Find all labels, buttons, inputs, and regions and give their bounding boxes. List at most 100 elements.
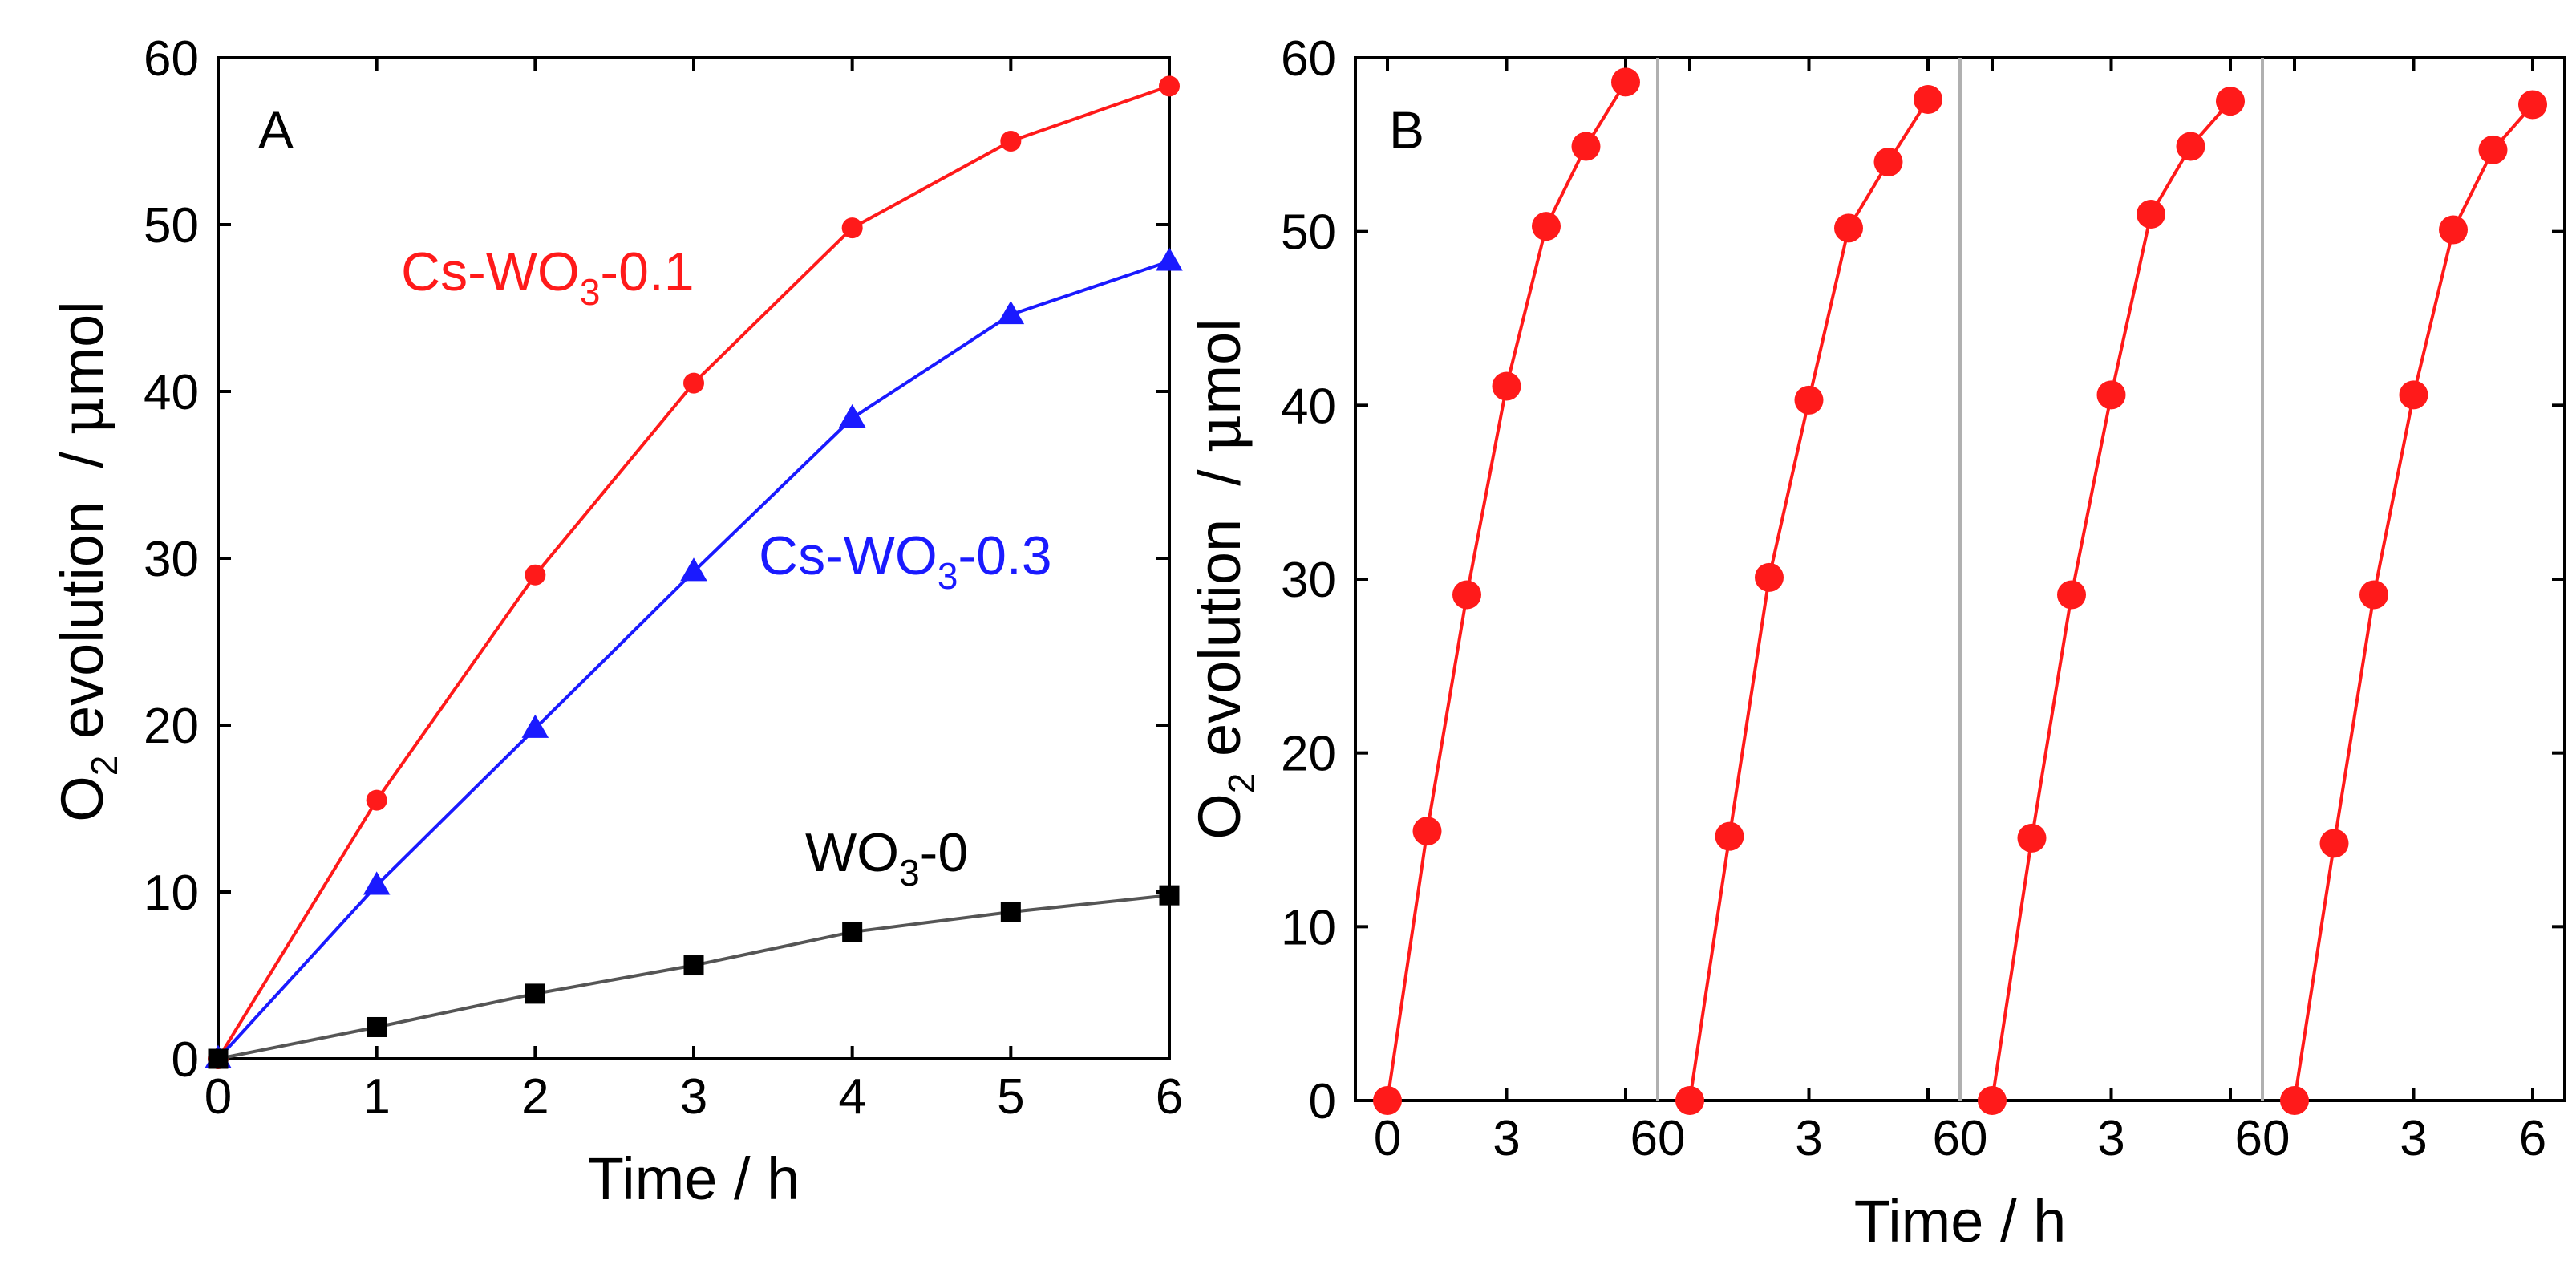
data-point bbox=[1873, 148, 1903, 176]
cycle-3 bbox=[1978, 87, 2245, 1115]
data-point bbox=[367, 1016, 387, 1037]
data-point bbox=[683, 955, 704, 976]
cycle-2 bbox=[1675, 85, 1942, 1115]
y-tick-label: 60 bbox=[144, 31, 199, 87]
data-point bbox=[2439, 215, 2468, 245]
cycle-1 bbox=[1373, 67, 1640, 1115]
x-tick-label: 60 bbox=[1630, 1111, 1686, 1166]
cycle-4 bbox=[2280, 90, 2547, 1115]
x-tick-label: 3 bbox=[2400, 1111, 2427, 1166]
series-label-cs-wo3-0-3: Cs-WO3-0.3 bbox=[759, 525, 1052, 597]
y-tick-label: 50 bbox=[1281, 205, 1336, 261]
data-point bbox=[2399, 380, 2428, 410]
y-tick-label: 0 bbox=[1309, 1074, 1336, 1129]
data-point bbox=[2359, 580, 2388, 610]
panel-b-x-axis-title: Time / h bbox=[1854, 1188, 2067, 1255]
data-point bbox=[1675, 1086, 1704, 1115]
x-tick-label: 2 bbox=[521, 1069, 549, 1125]
data-point bbox=[2017, 823, 2047, 853]
data-point bbox=[2280, 1086, 2309, 1115]
data-point bbox=[1159, 885, 1180, 906]
panel-b: 0 10 20 30 40 50 60 0 3 60 3 60 3 60 3 6 B Time / h O2 … bbox=[1185, 31, 2566, 1255]
x-tick-label: 1 bbox=[363, 1069, 390, 1125]
series-label-wo3-0: WO3-0 bbox=[805, 822, 968, 894]
panel-b-series bbox=[1373, 67, 2547, 1115]
y-tick-label: 50 bbox=[144, 198, 199, 253]
data-point bbox=[2518, 90, 2547, 120]
data-point bbox=[2057, 580, 2086, 610]
data-point bbox=[1000, 902, 1021, 922]
data-point bbox=[680, 557, 707, 582]
x-tick-label: 3 bbox=[1493, 1111, 1520, 1166]
panel-a-y-axis-title: O2 evolution / μmol bbox=[48, 301, 125, 822]
data-point bbox=[2319, 829, 2349, 858]
series-line bbox=[217, 894, 1170, 1060]
x-tick-label: 3 bbox=[680, 1069, 707, 1125]
data-point bbox=[525, 983, 545, 1004]
x-tick-label: 6 bbox=[1156, 1069, 1183, 1125]
series-Cs-WO3-0.3 bbox=[205, 247, 1183, 1068]
data-point bbox=[1715, 821, 1744, 851]
x-tick-label: 3 bbox=[1795, 1111, 1822, 1166]
data-point bbox=[2137, 200, 2165, 229]
y-tick-label: 0 bbox=[172, 1032, 199, 1088]
x-tick-label: 3 bbox=[2097, 1111, 2124, 1166]
data-point bbox=[208, 1048, 229, 1069]
data-point bbox=[1159, 75, 1180, 97]
cycle-line bbox=[1386, 81, 1627, 1101]
series-WO3-0 bbox=[208, 885, 1180, 1069]
data-point bbox=[1452, 580, 1481, 610]
y-tick-label: 30 bbox=[144, 532, 199, 587]
y-tick-label: 20 bbox=[1281, 727, 1336, 782]
panel-b-y-axis-title: O2 evolution / μmol bbox=[1185, 318, 1262, 840]
cycle-line bbox=[1688, 98, 1930, 1101]
data-point bbox=[683, 372, 704, 394]
data-point bbox=[997, 300, 1025, 325]
panel-b-letter: B bbox=[1389, 100, 1424, 160]
y-tick-label: 40 bbox=[144, 365, 199, 420]
panel-a-x-axis-title: Time / h bbox=[588, 1145, 800, 1212]
x-tick-label: 60 bbox=[2235, 1111, 2290, 1166]
data-point bbox=[1978, 1086, 2007, 1115]
data-point bbox=[1914, 85, 1942, 114]
y-tick-label: 10 bbox=[144, 865, 199, 921]
x-tick-label: 0 bbox=[205, 1069, 232, 1125]
data-point bbox=[2096, 380, 2126, 410]
data-point bbox=[1794, 385, 1824, 415]
panel-a-series bbox=[205, 75, 1183, 1069]
data-point bbox=[2176, 132, 2205, 161]
data-point bbox=[2478, 135, 2508, 164]
data-point bbox=[842, 922, 863, 942]
x-tick-label: 5 bbox=[997, 1069, 1024, 1125]
data-point bbox=[1532, 212, 1561, 241]
x-tick-label: 6 bbox=[2519, 1111, 2546, 1166]
y-tick-label: 10 bbox=[1281, 900, 1336, 955]
data-point bbox=[1156, 247, 1183, 271]
y-tick-label: 30 bbox=[1281, 553, 1336, 608]
data-point bbox=[2216, 87, 2245, 116]
data-point bbox=[521, 714, 549, 738]
data-point bbox=[1000, 131, 1022, 152]
panel-b-cycle-separators bbox=[1656, 58, 2264, 1101]
data-point bbox=[841, 217, 863, 239]
panel-a-letter: A bbox=[258, 100, 294, 160]
cycle-line bbox=[1991, 99, 2232, 1101]
data-point bbox=[366, 789, 387, 811]
data-point bbox=[1492, 371, 1521, 401]
data-point bbox=[1755, 562, 1784, 592]
data-point bbox=[838, 403, 866, 428]
data-point bbox=[363, 871, 391, 895]
data-point bbox=[1834, 213, 1863, 243]
y-tick-label: 20 bbox=[144, 699, 199, 754]
data-point bbox=[525, 564, 546, 586]
data-point bbox=[1611, 67, 1640, 97]
cycle-line bbox=[2293, 103, 2534, 1101]
data-point bbox=[1373, 1086, 1402, 1115]
x-tick-label: 60 bbox=[1933, 1111, 1988, 1166]
x-tick-label: 0 bbox=[1374, 1111, 1401, 1166]
y-tick-label: 40 bbox=[1281, 379, 1336, 434]
x-tick-label: 4 bbox=[838, 1069, 865, 1125]
